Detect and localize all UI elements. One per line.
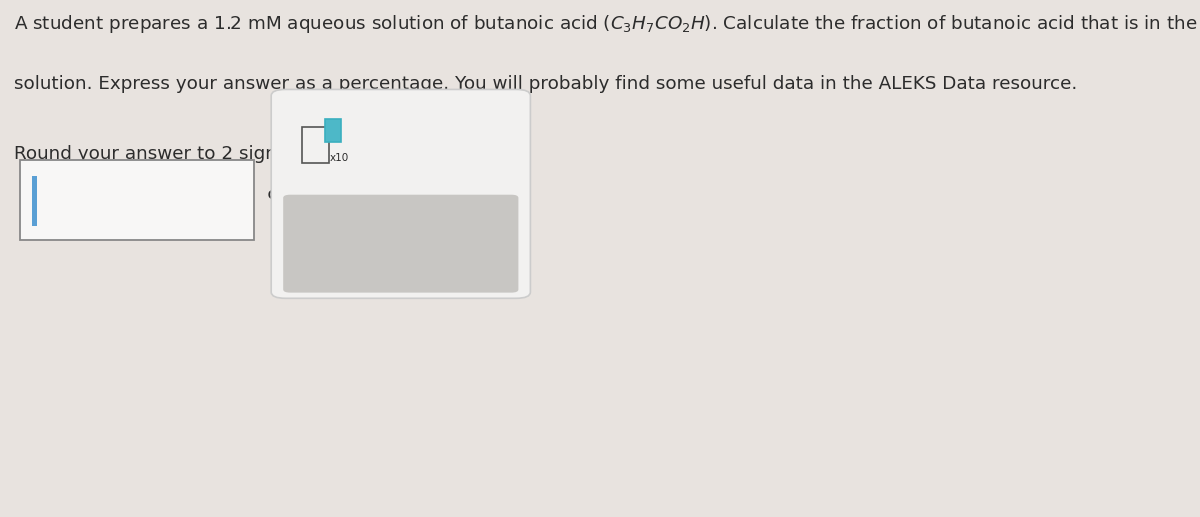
- Text: ↺: ↺: [398, 236, 418, 255]
- Text: A student prepares a 1.2 mM aqueous solution of butanoic acid $(C_3H_7CO_2H)$. C: A student prepares a 1.2 mM aqueous solu…: [14, 13, 1200, 35]
- Text: %: %: [266, 189, 290, 212]
- Text: x10: x10: [330, 153, 349, 162]
- FancyBboxPatch shape: [325, 119, 341, 142]
- Text: Round your answer to 2 significant digits.: Round your answer to 2 significant digit…: [14, 145, 396, 163]
- FancyBboxPatch shape: [20, 160, 254, 240]
- FancyBboxPatch shape: [271, 89, 530, 298]
- Text: ?: ?: [464, 236, 476, 255]
- Text: ×: ×: [336, 236, 355, 255]
- Text: solution. Express your answer as a percentage. You will probably find some usefu: solution. Express your answer as a perce…: [14, 75, 1078, 93]
- FancyBboxPatch shape: [32, 176, 37, 226]
- FancyBboxPatch shape: [283, 195, 518, 293]
